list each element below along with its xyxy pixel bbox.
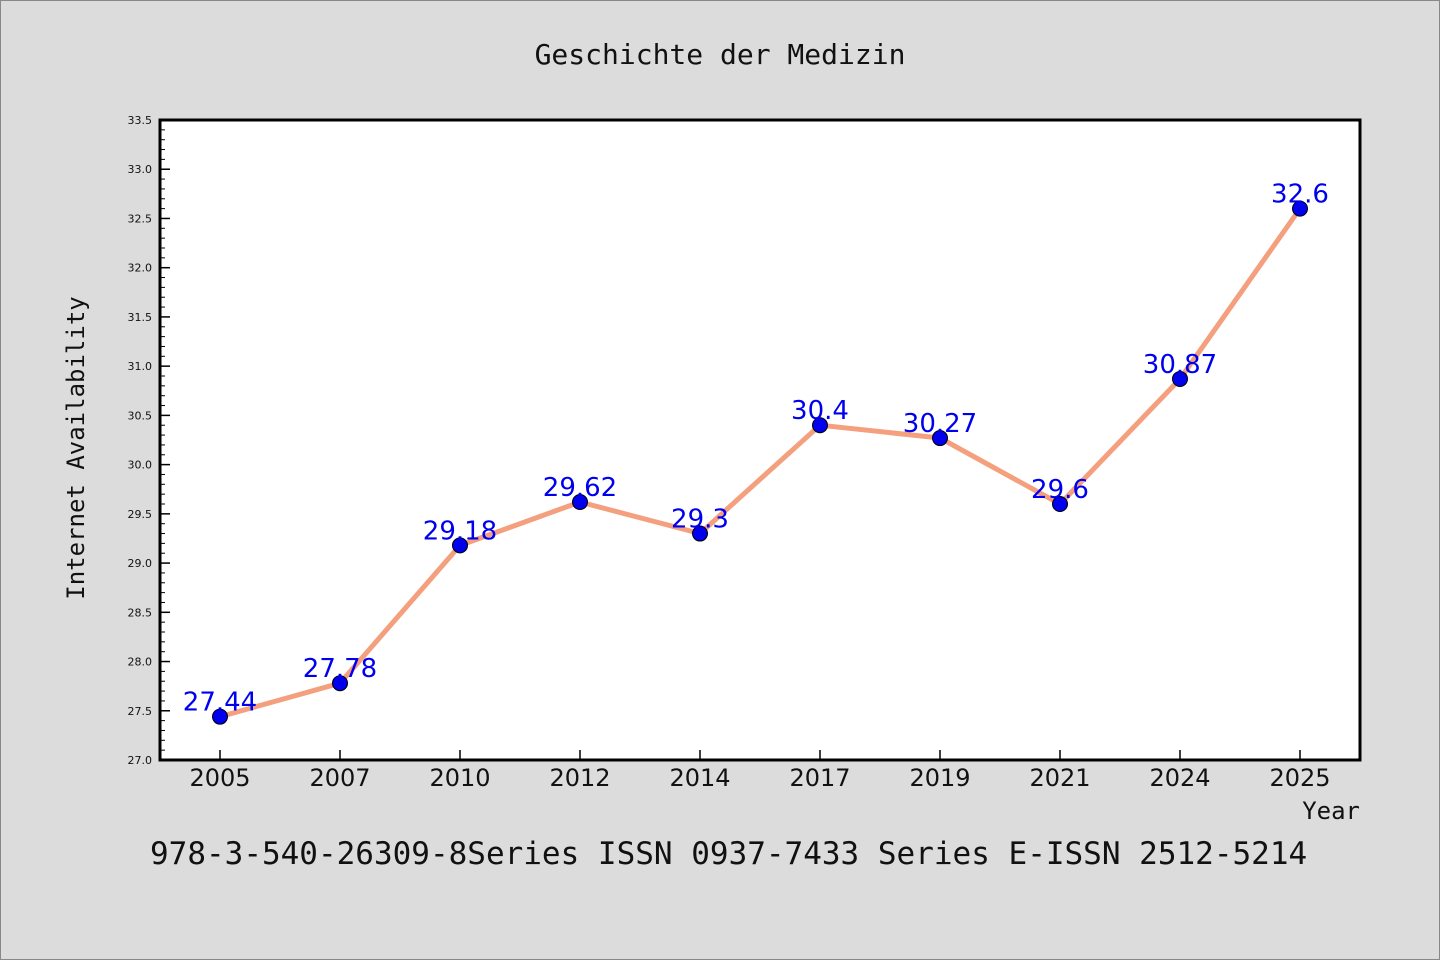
- data-label: 30.27: [903, 409, 977, 439]
- data-point: [332, 675, 348, 692]
- y-tick-label: 30.0: [128, 459, 153, 472]
- y-axis-label: Internet Availability: [62, 296, 90, 599]
- data-point: [452, 537, 468, 554]
- data-labels: 27.44 27.78 29.18 29.62 29.3 30.4 30.27 29.6 30.…: [183, 180, 1329, 718]
- y-tick-label: 30.5: [128, 409, 153, 422]
- data-label: 29.18: [423, 516, 497, 546]
- x-tick-label: 2024: [1149, 764, 1210, 792]
- x-tick-label: 2012: [549, 764, 610, 792]
- x-tick-label: 2017: [789, 764, 850, 792]
- footer-isbn-issn: 978-3-540-26309-8Series ISSN 0937-7433 S…: [150, 836, 1307, 872]
- y-tick-label: 33.5: [128, 114, 153, 127]
- data-label: 27.78: [303, 654, 377, 684]
- data-label: 30.4: [791, 396, 849, 426]
- y-tick-label: 31.0: [128, 360, 153, 373]
- y-tick-label: 27.5: [128, 705, 153, 718]
- x-tick-label: 2005: [189, 764, 250, 792]
- x-tick-label: 2014: [669, 764, 730, 792]
- x-tick-label: 2010: [429, 764, 490, 792]
- data-point: [812, 417, 828, 434]
- x-tick-label: 2021: [1029, 764, 1090, 792]
- data-label: 29.3: [671, 505, 729, 535]
- y-tick-label: 29.0: [128, 557, 153, 570]
- data-point: [1172, 370, 1188, 387]
- data-point: [1292, 200, 1308, 217]
- x-tick-label: 2025: [1269, 764, 1330, 792]
- y-tick-label: 33.0: [128, 163, 153, 176]
- y-tick-label: 29.5: [128, 508, 153, 521]
- y-tick-label: 27.0: [128, 754, 153, 767]
- x-tick-label: 2007: [309, 764, 370, 792]
- x-tick-label: 2019: [909, 764, 970, 792]
- data-label: 30.87: [1143, 350, 1217, 380]
- data-point: [1052, 496, 1068, 512]
- x-axis-label: Year: [1302, 797, 1360, 825]
- y-tick-label: 31.5: [128, 311, 153, 324]
- plot-frame: [158, 118, 1362, 762]
- data-point: [212, 708, 228, 725]
- data-label: 29.62: [543, 473, 617, 503]
- data-point: [692, 525, 708, 542]
- y-tick-label: 28.5: [128, 606, 153, 619]
- data-label: 32.6: [1271, 180, 1329, 210]
- data-label: 27.44: [183, 688, 257, 718]
- y-tick-label: 32.5: [128, 212, 153, 225]
- chart-title: Geschichte der Medizin: [535, 38, 906, 71]
- y-axis: 27.0 27.5 28.0 28.5 29.0 29.5 30.0 30.5 31.0 31.5…: [128, 114, 170, 767]
- data-point: [932, 430, 948, 447]
- plot-area: [160, 120, 1360, 760]
- data-point: [572, 494, 588, 511]
- series-markers: [212, 200, 1308, 725]
- x-axis: 2005 2007 2010 2012 2014 2017 2019 2021 2024 2025: [189, 750, 1331, 792]
- series-line: [219, 207, 1303, 720]
- y-tick-label: 28.0: [128, 656, 153, 669]
- y-tick-label: 32.0: [128, 262, 153, 275]
- data-label: 29.6: [1031, 475, 1089, 505]
